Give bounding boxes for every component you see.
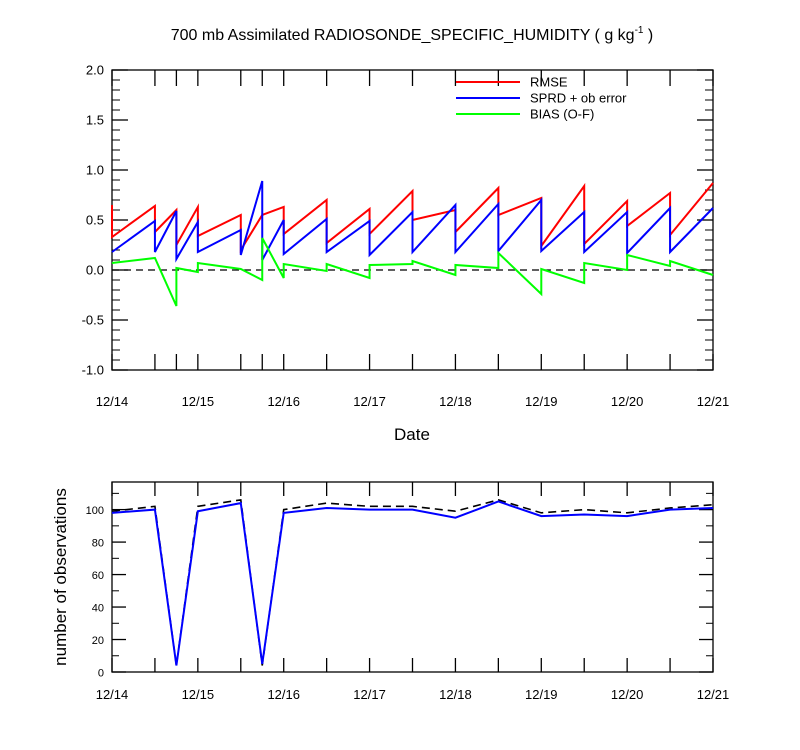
y-tick-label: 0.0 [86, 263, 104, 278]
x-tick-label: 12/17 [353, 687, 386, 702]
x-tick-label: 12/20 [611, 394, 644, 409]
y-tick-label: 1.5 [86, 113, 104, 128]
legend-label-bias-o-f: BIAS (O-F) [530, 107, 594, 122]
x-tick-label: 12/16 [267, 394, 300, 409]
y-tick-label: 2.0 [86, 63, 104, 78]
x-axis-title: Date [394, 425, 430, 444]
y-tick-label: 0.5 [86, 213, 104, 228]
x-tick-label: 12/19 [525, 687, 558, 702]
y-tick-label: 1.0 [86, 163, 104, 178]
x-tick-label: 12/21 [697, 687, 730, 702]
x-tick-label: 12/17 [353, 394, 386, 409]
y-tick-label: 100 [86, 505, 104, 517]
x-tick-label: 12/19 [525, 394, 558, 409]
y-tick-label: 40 [92, 603, 104, 615]
x-tick-label: 12/15 [182, 687, 215, 702]
series-bias-o-f-line [111, 237, 714, 307]
x-tick-label: 12/18 [439, 687, 472, 702]
y-tick-label: 60 [92, 570, 104, 582]
main-chart: 12/14 12/15 12/16 12/17 12/18 12/19 12/20 12/21… [82, 25, 730, 444]
x-tick-label: 12/21 [697, 394, 730, 409]
x-tick-label: 12/20 [611, 687, 644, 702]
series-sprd-ob-error-line [111, 180, 714, 263]
y-tick-label: -1.0 [82, 363, 104, 378]
y-tick-label: 80 [92, 538, 104, 550]
x-tick-label: 12/14 [96, 687, 129, 702]
y-tick-label: 0 [98, 668, 104, 680]
x-tick-label: 12/15 [182, 394, 215, 409]
legend-label-rmse: RMSE [530, 75, 568, 90]
x-tick-label: 12/16 [267, 687, 300, 702]
x-tick-label: 12/14 [96, 394, 129, 409]
observations-chart: 12/14 12/15 12/16 12/17 12/18 12/19 12/20 12/21… [51, 481, 730, 702]
legend-label-sprd-ob-error: SPRD + ob error [530, 91, 627, 106]
y-tick-label: -0.5 [82, 313, 104, 328]
x-tick-label: 12/18 [439, 394, 472, 409]
y-tick-label: 20 [92, 635, 104, 647]
y-axis-title: number of observations [51, 488, 70, 666]
chart-title: 700 mb Assimilated RADIOSONDE_SPECIFIC_H… [171, 25, 654, 44]
series-assimilated-line [111, 500, 714, 666]
